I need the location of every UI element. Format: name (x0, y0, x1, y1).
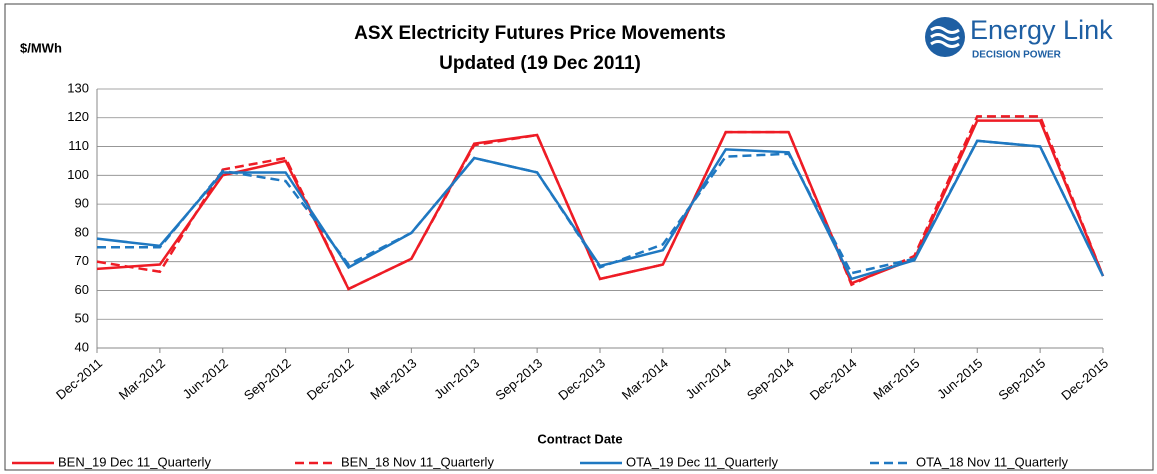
legend-label: OTA_19 Dec 11_Quarterly (626, 454, 778, 469)
y-tick-label: 120 (67, 109, 89, 124)
y-tick-label: 100 (67, 167, 89, 182)
logo-waves (930, 26, 960, 48)
legend-label: BEN_18 Nov 11_Quarterly (341, 454, 494, 469)
series-line (97, 139, 1105, 277)
y-axis-label: $/MWh (20, 40, 62, 55)
y-tick-label: 40 (75, 339, 89, 354)
y-tick-label: 130 (67, 80, 89, 95)
y-tick-label: 60 (75, 282, 89, 297)
y-tick-label: 70 (75, 253, 89, 268)
y-tick-label: 80 (75, 224, 89, 239)
y-tick-label: 50 (75, 311, 89, 326)
logo-tagline: DECISION POWER (972, 50, 1062, 61)
chart-subtitle: Updated (19 Dec 2011) (439, 53, 641, 74)
logo: Energy Link DECISION POWER (925, 15, 1113, 61)
legend-label: BEN_19 Dec 11_Quarterly (58, 454, 211, 469)
chart-title: ASX Electricity Futures Price Movements (354, 23, 726, 44)
legend-label: OTA_18 Nov 11_Quarterly (916, 454, 1068, 469)
y-tick-label: 90 (75, 196, 89, 211)
y-tick-label: 110 (68, 138, 89, 153)
series-line (96, 115, 1105, 291)
x-axis-label: Contract Date (537, 431, 622, 446)
chart-border (4, 3, 1154, 471)
logo-name: Energy Link (970, 15, 1113, 45)
